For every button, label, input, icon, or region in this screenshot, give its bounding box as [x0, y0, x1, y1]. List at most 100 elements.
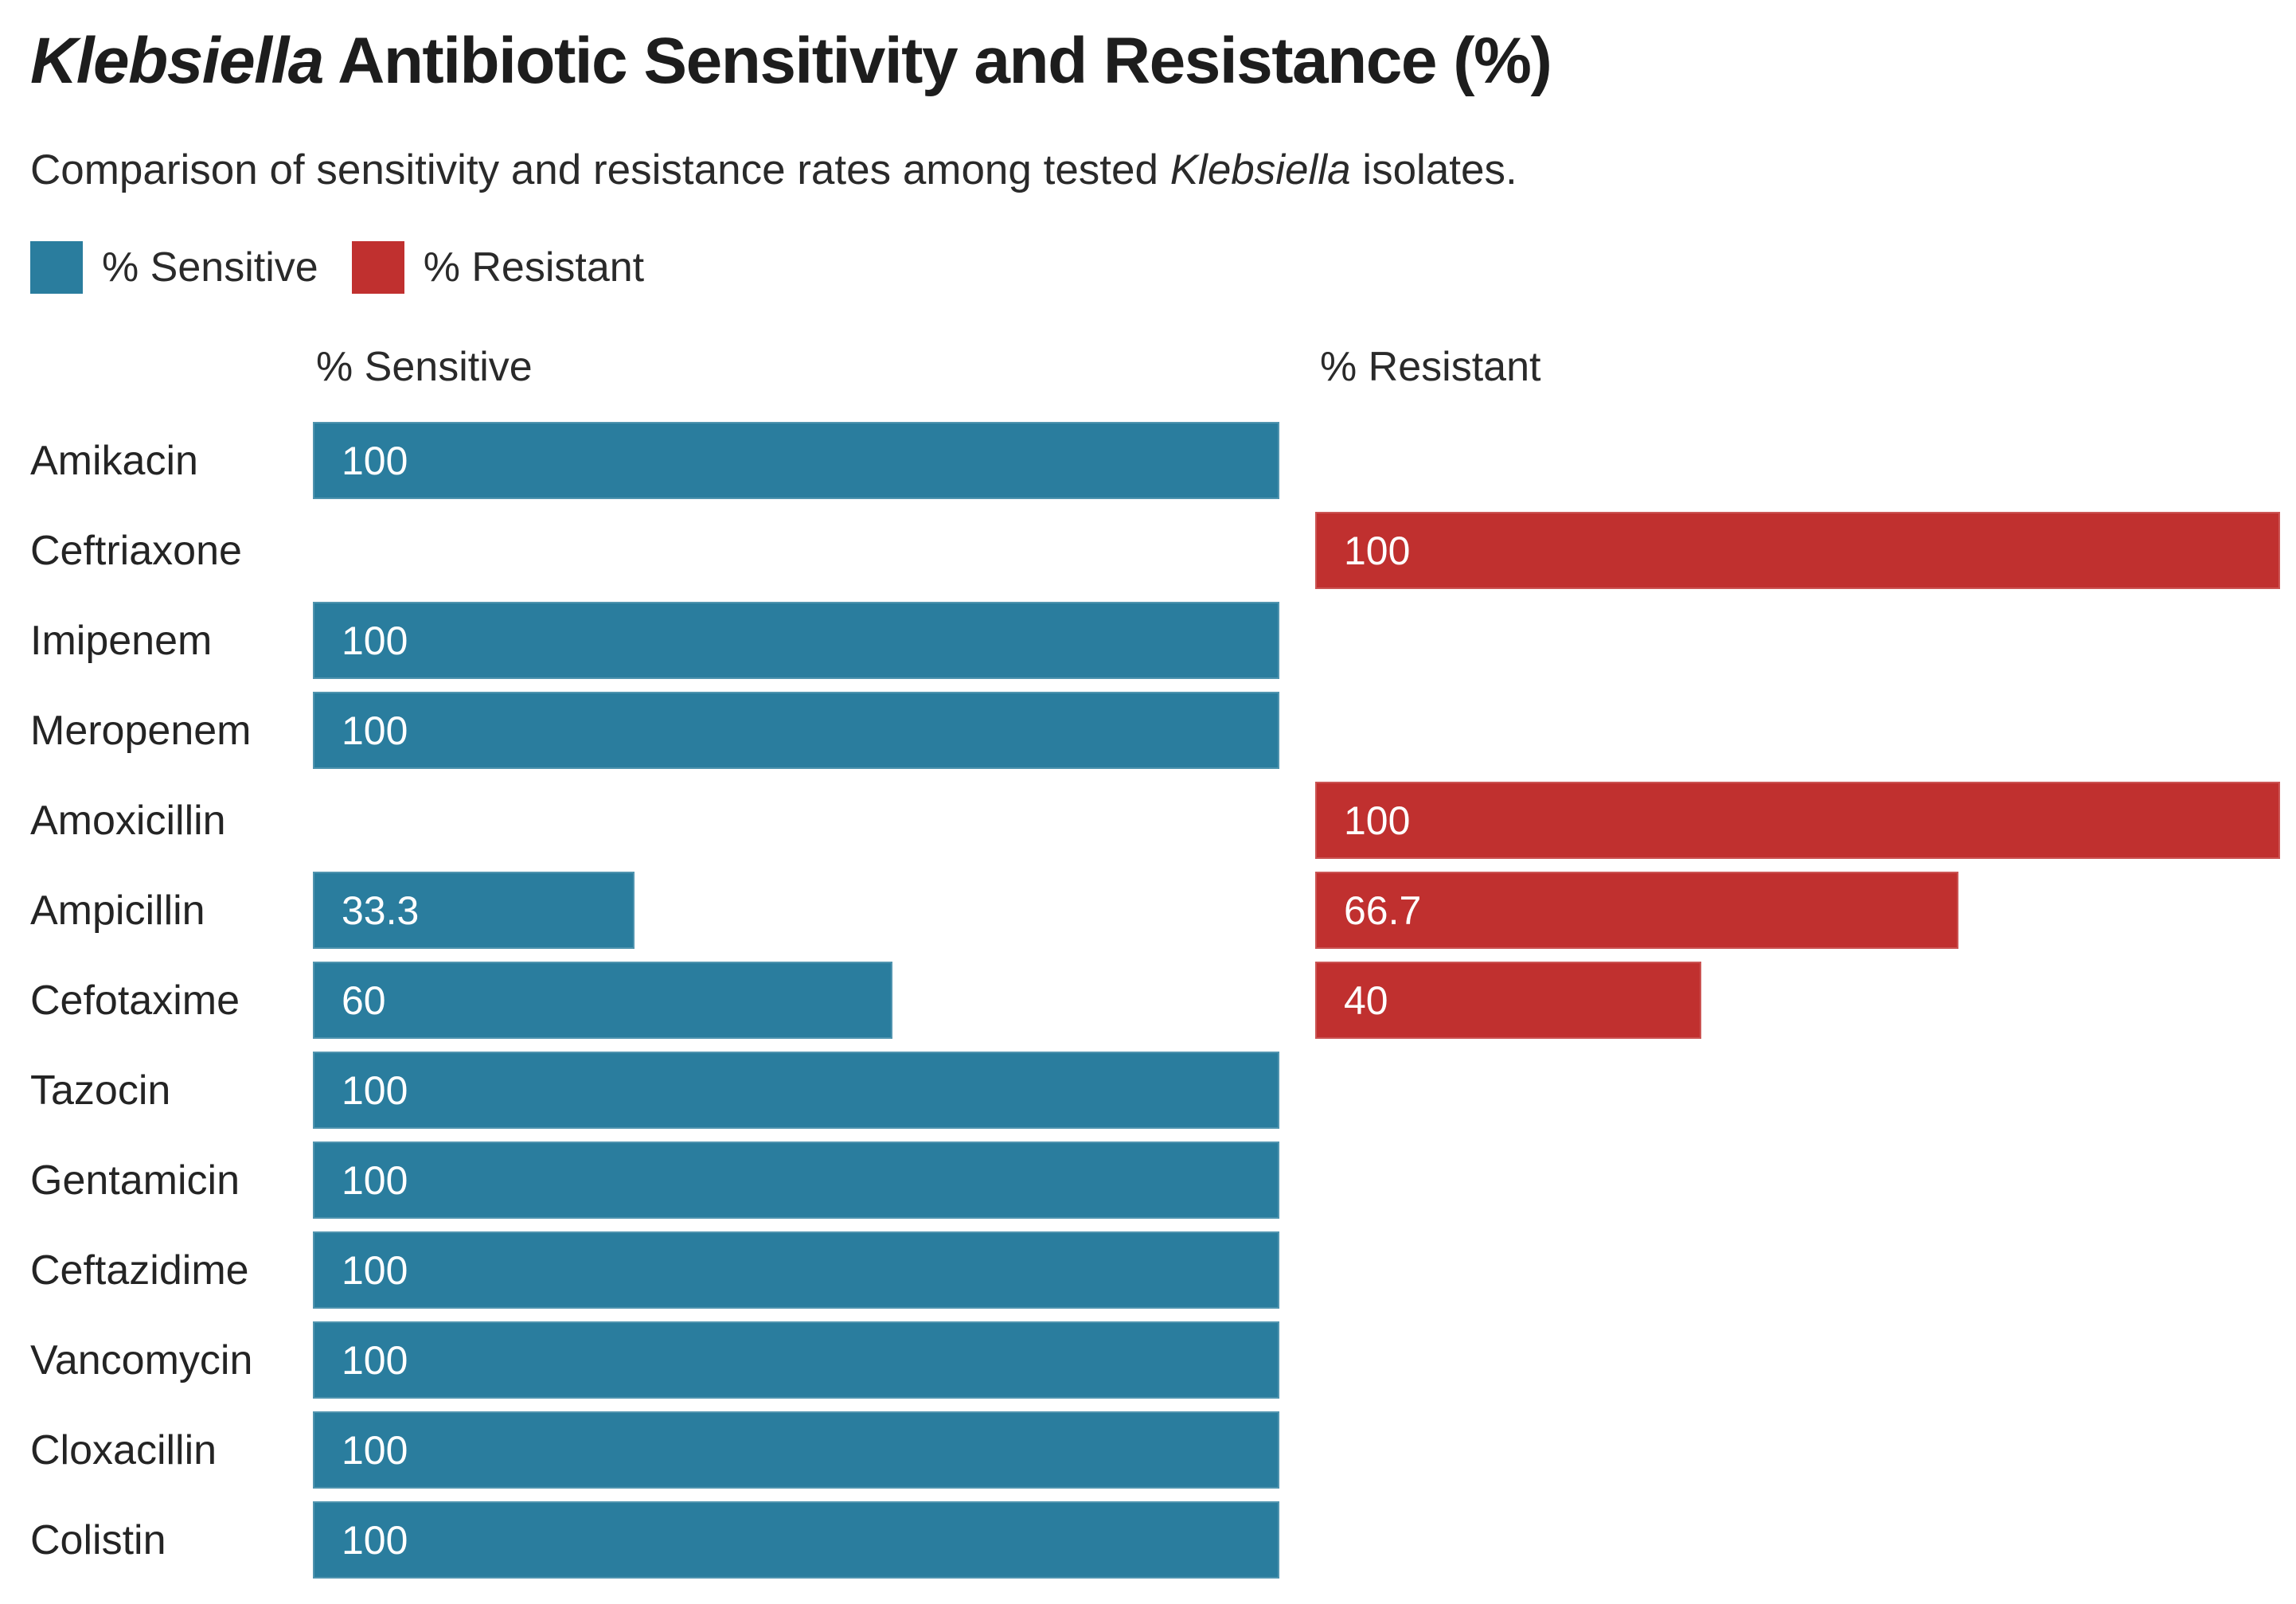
category-label: Ampicillin: [30, 887, 205, 934]
resistant-bar[interactable]: 100: [1315, 782, 2280, 860]
bar-value-label: 60: [342, 978, 386, 1023]
chart-row: Cloxacillin 100: [30, 1405, 2280, 1495]
resistant-bar-track: [1315, 1501, 2280, 1579]
chart-row: Meropenem 100: [30, 685, 2280, 775]
sensitive-bar[interactable]: 100: [313, 1231, 1279, 1309]
legend-swatch-resistant-icon: [351, 241, 404, 295]
sensitive-bar-track: 100: [313, 1501, 1279, 1579]
chart-row: Amikacin 100: [30, 416, 2280, 505]
resistant-bar-track: [1315, 1142, 2280, 1219]
bar-value-label: 100: [342, 1427, 408, 1473]
sensitive-bar-track: 33.3: [313, 872, 1279, 950]
chart-row: Vancomycin 100: [30, 1315, 2280, 1405]
sensitive-bar[interactable]: 33.3: [313, 872, 635, 950]
resistant-bar-track: [1315, 1231, 2280, 1309]
bar-value-label: 100: [342, 1067, 408, 1113]
column-header-sensitive: % Sensitive: [316, 344, 533, 391]
sensitive-bar-track: 100: [313, 692, 1279, 770]
bar-value-label: 100: [342, 708, 408, 753]
category-label: Meropenem: [30, 707, 252, 754]
chart-row: Tazocin 100: [30, 1045, 2280, 1135]
category-label: Cloxacillin: [30, 1426, 217, 1473]
sensitive-bar-track: [313, 782, 1279, 859]
sensitive-bar-track: 100: [313, 1231, 1279, 1309]
category-label: Cefotaxime: [30, 977, 240, 1024]
resistant-bar-track: [1315, 1052, 2280, 1129]
chart-title-rest-part: Antibiotic Sensitivity and Resistance (%…: [322, 25, 1552, 97]
category-label: Vancomycin: [30, 1337, 253, 1383]
sensitive-bar-track: 100: [313, 1411, 1279, 1489]
sensitive-bar-track: 100: [313, 1052, 1279, 1130]
sensitive-bar[interactable]: 100: [313, 422, 1279, 500]
chart-title: Klebsiella Antibiotic Sensitivity and Re…: [30, 25, 2280, 97]
category-label: Amikacin: [30, 437, 198, 484]
legend-swatch-sensitive-icon: [30, 241, 83, 295]
resistant-bar-track: [1315, 1411, 2280, 1489]
sensitive-bar[interactable]: 100: [313, 692, 1279, 770]
bar-value-label: 100: [342, 1517, 408, 1563]
chart-row: Cefotaxime 60 40: [30, 955, 2280, 1045]
resistant-bar[interactable]: 40: [1315, 962, 1701, 1040]
chart-subtitle-after: isolates.: [1350, 146, 1517, 194]
bar-value-label: 100: [342, 1247, 408, 1293]
legend-item-sensitive[interactable]: % Sensitive: [30, 241, 318, 295]
sensitive-bar[interactable]: 100: [313, 1052, 1279, 1130]
bar-value-label: 33.3: [342, 888, 420, 933]
bar-chart: % Sensitive % Resistant Amikacin 100 Cef…: [30, 344, 2280, 1585]
category-label: Tazocin: [30, 1067, 171, 1114]
category-label: Gentamicin: [30, 1157, 240, 1204]
bar-value-label: 100: [1344, 528, 1411, 573]
legend-label-resistant: % Resistant: [423, 244, 645, 291]
bar-value-label: 66.7: [1344, 888, 1422, 933]
chart-rows: Amikacin 100 Ceftriaxone 100 Imipenem 10…: [30, 416, 2280, 1585]
sensitive-bar[interactable]: 100: [313, 602, 1279, 680]
legend-label-sensitive: % Sensitive: [102, 244, 318, 291]
sensitive-bar[interactable]: 100: [313, 1321, 1279, 1399]
bar-value-label: 100: [342, 438, 408, 483]
chart-row: Amoxicillin 100: [30, 775, 2280, 865]
resistant-bar-track: 66.7: [1315, 872, 2280, 950]
legend-item-resistant[interactable]: % Resistant: [351, 241, 645, 295]
sensitive-bar-track: 100: [313, 422, 1279, 500]
bar-value-label: 100: [1344, 798, 1411, 843]
sensitive-bar[interactable]: 100: [313, 1411, 1279, 1489]
sensitive-bar-track: 100: [313, 1142, 1279, 1220]
sensitive-bar-track: 60: [313, 962, 1279, 1040]
resistant-bar-track: 40: [1315, 962, 2280, 1040]
chart-subtitle-italic-part: Klebsiella: [1169, 146, 1351, 194]
chart-row: Colistin 100: [30, 1495, 2280, 1585]
category-label: Ceftriaxone: [30, 527, 242, 574]
chart-title-italic-part: Klebsiella: [30, 25, 324, 97]
column-header-resistant: % Resistant: [1320, 344, 1541, 391]
resistant-bar[interactable]: 66.7: [1315, 872, 1959, 950]
resistant-bar-track: [1315, 692, 2280, 769]
sensitive-bar[interactable]: 100: [313, 1501, 1279, 1579]
sensitive-bar[interactable]: 100: [313, 1142, 1279, 1220]
category-label: Ceftazidime: [30, 1247, 249, 1294]
sensitive-bar-track: 100: [313, 602, 1279, 680]
category-label: Imipenem: [30, 617, 213, 664]
sensitive-bar-track: [313, 512, 1279, 589]
chart-row: Gentamicin 100: [30, 1135, 2280, 1225]
category-label: Colistin: [30, 1516, 166, 1563]
resistant-bar-track: [1315, 1321, 2280, 1399]
legend: % Sensitive % Resistant: [30, 241, 2280, 295]
bar-value-label: 100: [342, 618, 408, 663]
resistant-bar[interactable]: 100: [1315, 512, 2280, 590]
chart-row: Ceftriaxone 100: [30, 505, 2280, 595]
resistant-bar-track: 100: [1315, 782, 2280, 860]
bar-value-label: 40: [1344, 978, 1388, 1023]
chart-row: Ampicillin 33.3 66.7: [30, 865, 2280, 955]
category-label: Amoxicillin: [30, 797, 226, 844]
sensitive-bar[interactable]: 60: [313, 962, 893, 1040]
chart-row: Ceftazidime 100: [30, 1225, 2280, 1315]
bar-value-label: 100: [342, 1157, 408, 1203]
resistant-bar-track: [1315, 602, 2280, 679]
resistant-bar-track: 100: [1315, 512, 2280, 590]
column-headers: % Sensitive % Resistant: [30, 344, 2280, 391]
sensitive-bar-track: 100: [313, 1321, 1279, 1399]
chart-row: Imipenem 100: [30, 595, 2280, 685]
chart-subtitle: Comparison of sensitivity and resistance…: [30, 146, 2280, 195]
bar-value-label: 100: [342, 1337, 408, 1383]
